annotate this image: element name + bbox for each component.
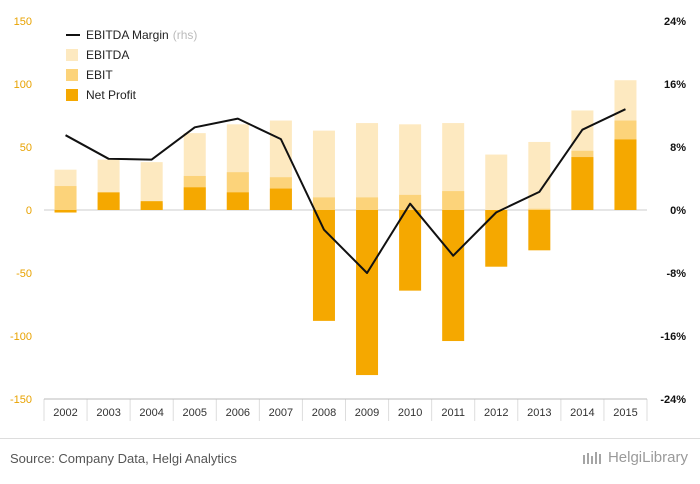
legend-label-suffix: (rhs) [173,28,198,42]
x-tick-label: 2005 [183,407,207,419]
ebitda-bar [442,123,465,210]
ebitda-bar [528,141,551,210]
x-tick-label: 2007 [269,407,293,419]
right-tick-label: 16% [664,79,686,91]
left-tick-label: -100 [10,331,32,343]
ebit-bar [312,197,335,210]
legend-label: EBITDA [86,48,129,62]
legend: EBITDA Margin (rhs) EBITDA EBIT Net Profit [66,28,197,102]
right-tick-label: 8% [670,142,686,154]
brand-logo: HelgiLibrary [582,449,688,466]
net-profit-bar [399,210,422,291]
x-tick-label: 2002 [53,407,77,419]
chart: 150 100 50 0 -50 -100 -150 24% 16% 8% 0% -8% -16% -2… [10,16,686,421]
brand-name: HelgiLibrary [607,449,688,466]
x-tick-label: 2009 [355,407,379,419]
legend-swatch [66,49,78,61]
ebitda-bar [485,154,508,210]
right-tick-label: 24% [664,16,686,28]
right-tick-label: -24% [660,394,686,406]
x-tick-label: 2003 [96,407,120,419]
footer: Source: Company Data, Helgi Analytics He… [0,438,700,484]
legend-swatch [66,89,78,101]
right-tick-label: 0% [670,205,686,217]
left-tick-label: 0 [26,205,32,217]
x-tick-label: 2014 [570,407,594,419]
net-profit-bar [485,210,508,267]
legend-label-text: EBIT [86,68,113,82]
right-tick-label: -16% [660,331,686,343]
ebitda-bar [312,130,335,210]
x-axis-labels: 2002 2003 2004 2005 2006 2007 2008 2009 2010 2011… [53,407,637,419]
legend-swatch [66,69,78,81]
margin-line-layer [65,108,626,274]
legend-label: Net Profit [86,88,137,102]
net-profit-bar [312,210,335,321]
x-tick-label: 2006 [226,407,250,419]
x-tick-label: 2011 [441,407,465,419]
x-axis-separators [43,399,648,421]
net-profit-bar [140,201,163,210]
ebit-bar [399,194,422,210]
left-tick-label: -50 [16,268,32,280]
legend-label: EBITDA Margin (rhs) [86,28,197,42]
ebitda-bar [140,162,163,210]
left-tick-label: 50 [20,142,32,154]
ebitda-bar [399,124,422,210]
ebit-bar [528,208,551,210]
right-tick-label: -8% [666,268,686,280]
net-profit-bar [183,187,206,210]
legend-label-text: Net Profit [86,88,137,102]
net-profit-bar [54,210,77,213]
library-icon [582,451,601,464]
bars [54,80,637,376]
left-tick-label: 100 [14,79,32,91]
net-profit-bar [571,157,594,210]
net-profit-bar [269,188,292,210]
x-tick-label: 2008 [312,407,336,419]
ebitda-margin-line [65,108,626,274]
ebit-bar [54,186,77,210]
legend-label-text: EBITDA [86,48,129,62]
ebit-bar [356,197,379,210]
x-tick-label: 2012 [484,407,508,419]
net-profit-bar [528,210,551,251]
source-note: Source: Company Data, Helgi Analytics [10,451,237,466]
x-tick-label: 2010 [398,407,422,419]
net-profit-bar [356,210,379,376]
left-tick-label: 150 [14,16,32,28]
net-profit-bar [614,139,637,210]
x-tick-label: 2004 [139,407,163,419]
net-profit-bar [442,210,465,342]
left-axis-ticks: 150 100 50 0 -50 -100 -150 [10,16,32,406]
left-tick-label: -150 [10,394,32,406]
net-profit-bar [97,192,120,210]
ebit-bar [442,191,465,210]
x-tick-label: 2015 [613,407,637,419]
x-tick-label: 2013 [527,407,551,419]
right-axis-ticks: 24% 16% 8% 0% -8% -16% -24% [660,16,686,406]
net-profit-bar [226,192,249,210]
ebitda-bar [356,123,379,210]
legend-label-text: EBITDA Margin [86,28,169,42]
legend-label: EBIT [86,68,113,82]
